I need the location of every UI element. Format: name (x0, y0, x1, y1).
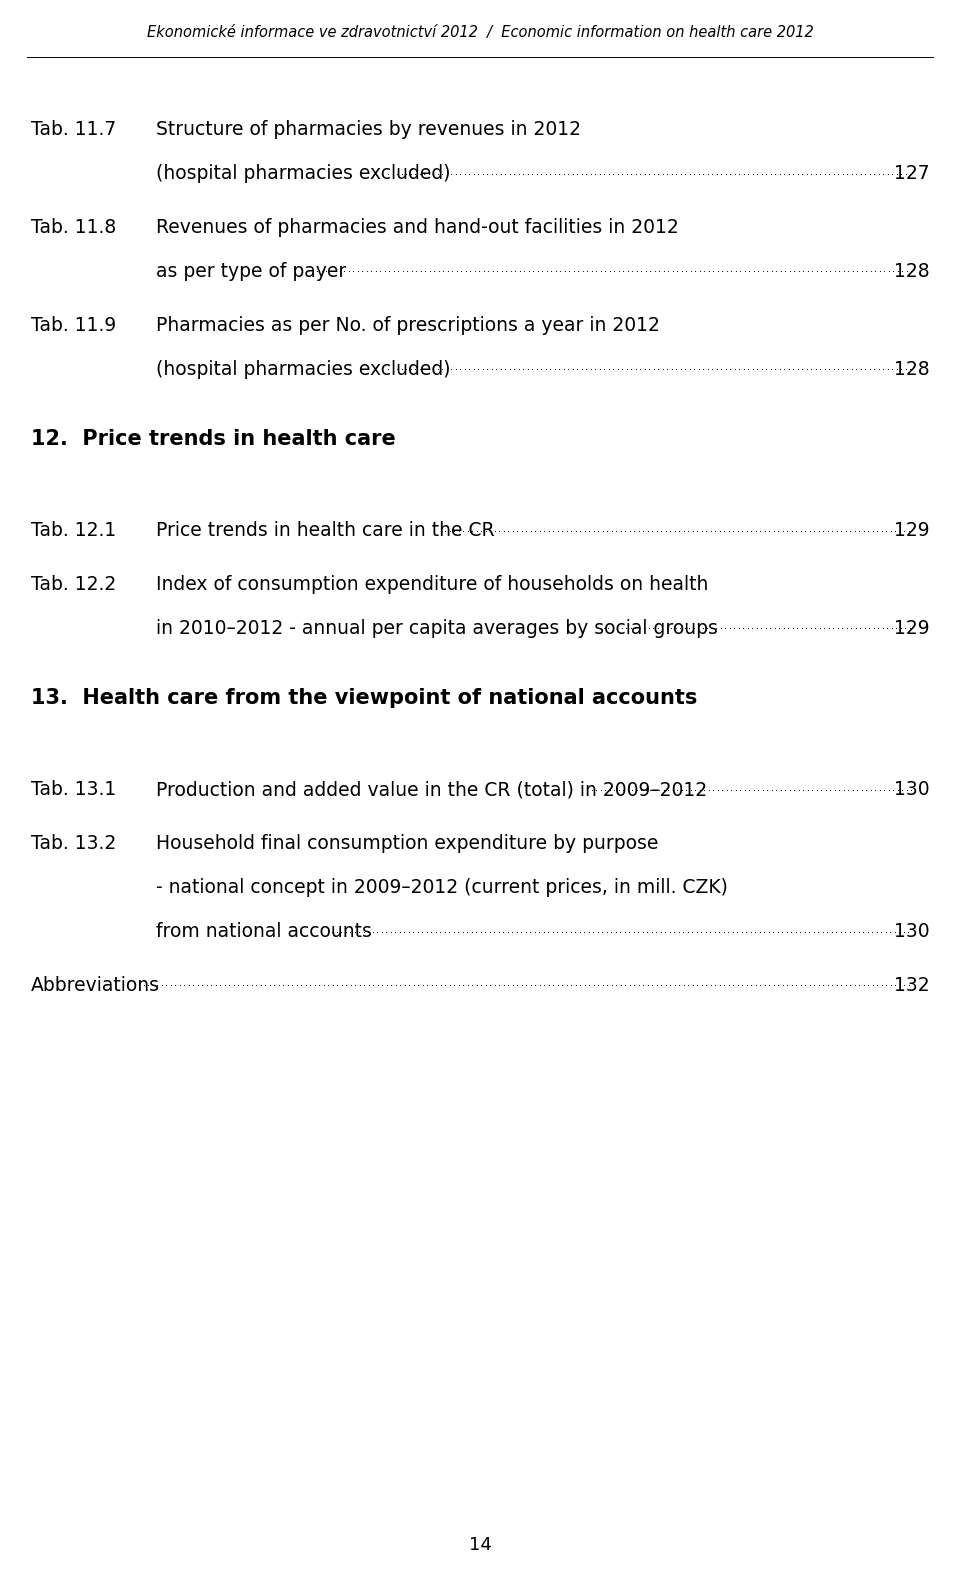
Text: Tab. 11.9: Tab. 11.9 (31, 316, 116, 335)
Text: 130: 130 (894, 922, 929, 940)
Text: in 2010–2012 - annual per capita averages by social groups: in 2010–2012 - annual per capita average… (156, 619, 717, 638)
Text: Abbreviations: Abbreviations (31, 975, 159, 994)
Text: from national accounts: from national accounts (156, 922, 372, 940)
Text: Tab. 13.2: Tab. 13.2 (31, 833, 116, 852)
Text: Household final consumption expenditure by purpose: Household final consumption expenditure … (156, 833, 658, 852)
Text: (hospital pharmacies excluded): (hospital pharmacies excluded) (156, 360, 450, 379)
Text: 13.  Health care from the viewpoint of national accounts: 13. Health care from the viewpoint of na… (31, 688, 697, 709)
Text: Pharmacies as per No. of prescriptions a year in 2012: Pharmacies as per No. of prescriptions a… (156, 316, 660, 335)
Text: 14: 14 (468, 1535, 492, 1554)
Text: Tab. 13.1: Tab. 13.1 (31, 780, 116, 798)
Text: Tab. 12.1: Tab. 12.1 (31, 521, 116, 540)
Text: 130: 130 (894, 780, 929, 798)
Text: 129: 129 (894, 619, 929, 638)
Text: 128: 128 (894, 262, 929, 281)
Text: Index of consumption expenditure of households on health: Index of consumption expenditure of hous… (156, 574, 708, 593)
Text: 132: 132 (894, 975, 929, 994)
Text: Structure of pharmacies by revenues in 2012: Structure of pharmacies by revenues in 2… (156, 120, 581, 139)
Text: 127: 127 (894, 164, 929, 183)
Text: 12.  Price trends in health care: 12. Price trends in health care (31, 429, 396, 450)
Text: Tab. 12.2: Tab. 12.2 (31, 574, 116, 593)
Text: Production and added value in the CR (total) in 2009–2012: Production and added value in the CR (to… (156, 780, 707, 798)
Text: (hospital pharmacies excluded): (hospital pharmacies excluded) (156, 164, 450, 183)
Text: Tab. 11.8: Tab. 11.8 (31, 218, 116, 237)
Text: Tab. 11.7: Tab. 11.7 (31, 120, 116, 139)
Text: 128: 128 (894, 360, 929, 379)
Text: Price trends in health care in the CR: Price trends in health care in the CR (156, 521, 494, 540)
Text: as per type of payer: as per type of payer (156, 262, 346, 281)
Text: - national concept in 2009–2012 (current prices, in mill. CZK): - national concept in 2009–2012 (current… (156, 877, 728, 896)
Text: Revenues of pharmacies and hand-out facilities in 2012: Revenues of pharmacies and hand-out faci… (156, 218, 679, 237)
Text: Ekonomické informace ve zdravotnictví 2012  /  Economic information on health ca: Ekonomické informace ve zdravotnictví 20… (147, 25, 813, 41)
Text: 129: 129 (894, 521, 929, 540)
